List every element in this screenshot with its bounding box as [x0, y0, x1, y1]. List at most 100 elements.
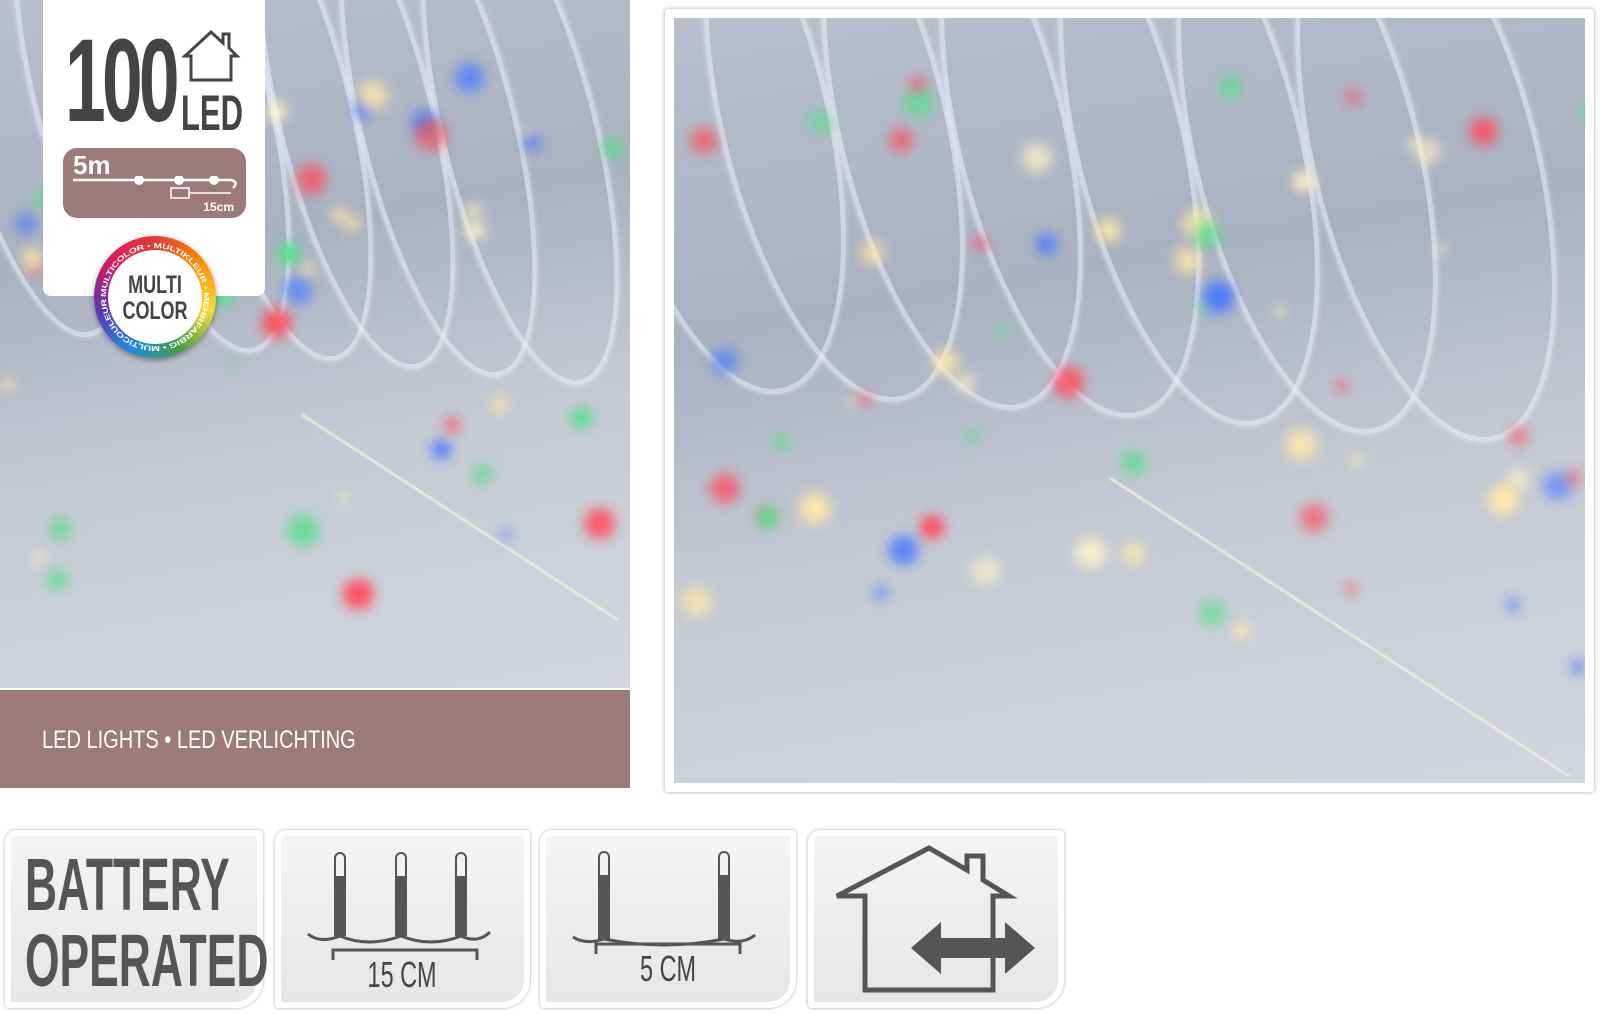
indoor-use-icon [808, 830, 1064, 1008]
led-glow [873, 585, 888, 600]
led-glow [1097, 217, 1121, 242]
led-glow [933, 349, 958, 374]
led-glow [1285, 429, 1318, 461]
lead-cable-label: 5 CM [640, 948, 696, 989]
led-glow [466, 202, 482, 218]
led-glow [1567, 470, 1581, 485]
led-glow [343, 579, 374, 610]
led-glow [301, 262, 314, 276]
led-glow [919, 514, 944, 540]
battery-line1: BATTERY [25, 843, 230, 926]
three-bulbs-icon [307, 852, 492, 944]
led-glow [602, 138, 622, 159]
battery-operated-icon: BATTERY OPERATED [5, 830, 268, 1008]
led-glow [472, 465, 492, 484]
led-glow [261, 308, 292, 338]
led-glow [1433, 244, 1445, 256]
category-text: LED LIGHTS • LED VERLICHTING [42, 726, 356, 754]
led-glow [1036, 233, 1058, 256]
led-glow [583, 507, 616, 540]
bulb-spacing-label: 15 CM [368, 954, 437, 995]
led-glow [1350, 454, 1365, 468]
led-glow [358, 81, 388, 111]
led-glow [1198, 600, 1225, 627]
product-photo-frame [665, 9, 1594, 792]
led-glow [1123, 543, 1144, 564]
led-glow [860, 241, 885, 265]
length-box: 5m 15cm [63, 148, 246, 218]
led-glow [975, 237, 987, 250]
led-glow [995, 323, 1009, 338]
led-glow [22, 248, 44, 270]
led-glow [966, 430, 978, 442]
led-glow [465, 220, 486, 241]
led-glow [344, 216, 360, 232]
led-glow [1193, 221, 1222, 249]
led-glow [757, 506, 779, 529]
spacing-value: 15cm [203, 200, 234, 214]
led-glow [812, 113, 833, 134]
bulb-spacing-icon: 15 CM [275, 830, 530, 1008]
led-glow [31, 551, 46, 566]
led-glow [1488, 485, 1518, 515]
led-glow [680, 585, 713, 618]
light-wire [1109, 477, 1570, 778]
led-glow [226, 356, 237, 367]
led-glow [283, 276, 313, 305]
led-glow [0, 377, 15, 392]
led-glow [888, 534, 919, 566]
multicolor-line1: MULTI [128, 271, 182, 299]
led-glow [859, 392, 872, 406]
led-glow [1053, 367, 1084, 398]
led-glow [904, 87, 934, 118]
led-glow [1202, 280, 1235, 313]
led-glow [1570, 659, 1585, 676]
led-glow [1273, 304, 1286, 317]
led-glow [1470, 117, 1498, 145]
string-light-icon [73, 176, 237, 199]
led-glow [523, 132, 542, 152]
category-band: LED LIGHTS • LED VERLICHTING [0, 690, 630, 788]
led-glow [287, 514, 320, 547]
led-glow [710, 347, 738, 375]
house-icon [181, 29, 241, 82]
led-glow [571, 407, 592, 429]
led-glow [971, 557, 1000, 585]
led-glow [1344, 582, 1356, 595]
led-glow [454, 62, 485, 93]
led-glow [890, 129, 912, 151]
house-arrow-icon [835, 845, 1035, 993]
led-glow [1121, 450, 1147, 476]
led-glow [1509, 427, 1528, 446]
led-glow [1195, 303, 1207, 315]
led-glow [1336, 381, 1347, 392]
led-glow [492, 396, 509, 413]
led-count: 100 [65, 15, 180, 147]
led-glow [956, 374, 975, 392]
led-glow [15, 212, 38, 235]
led-glow [1292, 170, 1314, 192]
led-glow [1174, 247, 1202, 275]
lead-cable-icon: 5 CM [540, 830, 796, 1008]
led-glow [691, 127, 717, 154]
led-glow [415, 119, 447, 151]
led-glow [1344, 88, 1361, 105]
measure-bracket [594, 942, 742, 954]
led-glow [432, 440, 451, 459]
battery-line2: OPERATED [25, 919, 269, 1002]
led-unit: LED [181, 85, 243, 141]
multicolor-line2: COLOR [122, 297, 188, 325]
led-glow [1234, 623, 1250, 639]
multicolor-seal: MULTICOLOR • MULTIKLEUR • MEHRFARBIG • M… [94, 236, 216, 358]
led-glow [1507, 468, 1530, 491]
two-bulbs-icon [572, 851, 756, 947]
led-glow [276, 242, 301, 266]
length-value: 5m [73, 150, 111, 180]
led-glow [296, 164, 326, 194]
led-glow [1022, 143, 1052, 173]
led-glow [265, 100, 288, 123]
led-glow [1218, 76, 1241, 98]
led-glow [847, 396, 858, 408]
led-glow [445, 418, 459, 432]
led-glow [47, 569, 68, 590]
